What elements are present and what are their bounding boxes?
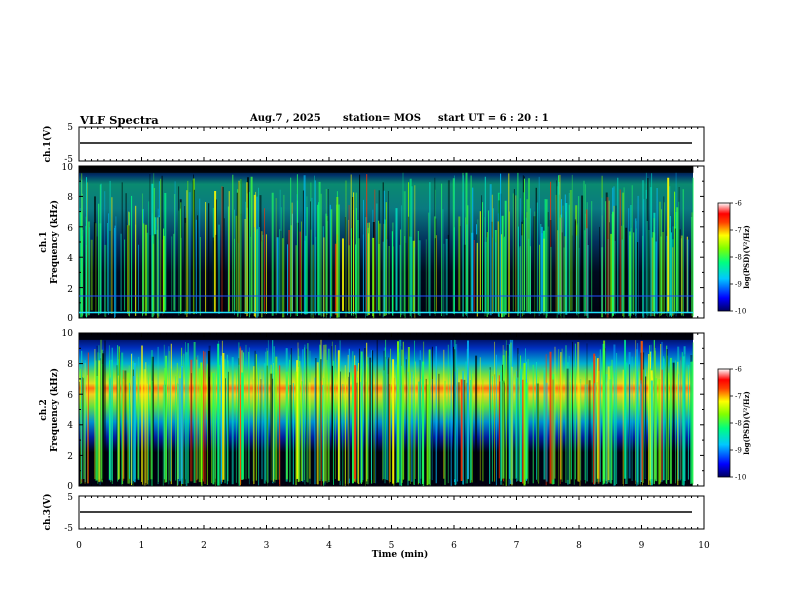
ch1-spec-tick-6: 6 xyxy=(67,224,73,234)
x-tick-label-6: 6 xyxy=(451,541,457,551)
ch1-spec-tick-8: 8 xyxy=(67,193,73,203)
ch1-spec-tick-10: 10 xyxy=(62,163,74,173)
ch1-wave-tick-m5: -5 xyxy=(64,155,73,165)
ch1-spectrogram-streaks xyxy=(79,166,694,318)
x-tick-label-8: 8 xyxy=(576,541,582,551)
x-axis-label: Time (min) xyxy=(372,549,429,560)
ch2-spectrogram-ylabel-a: ch.2 xyxy=(39,399,49,420)
x-tick-label-7: 7 xyxy=(514,541,520,551)
ch2-spec-tick-6: 6 xyxy=(67,391,73,401)
ch2-spec-tick-0: 0 xyxy=(67,482,73,492)
ch3-wave-tick-m5: -5 xyxy=(64,524,73,534)
ch2-spec-tick-10: 10 xyxy=(62,329,74,339)
ch2-spec-tick-4: 4 xyxy=(67,421,73,431)
station-label: station= MOS xyxy=(343,113,421,124)
colorbar-tick-label: -9 xyxy=(735,447,742,455)
colorbar-tick-label: -8 xyxy=(735,254,742,262)
plot-title: VLF Spectra xyxy=(80,113,159,127)
colorbar-tick-label: -8 xyxy=(735,420,742,428)
ch2-colorbar xyxy=(717,368,731,478)
ch1-spectrogram-ylabel-b: Frequency (kHz) xyxy=(49,200,60,284)
colorbar-tick-label: -7 xyxy=(735,227,742,235)
ch3-wave-tick-5: 5 xyxy=(67,493,73,503)
ch2-spectrogram-ylabel-b: Frequency (kHz) xyxy=(49,368,60,452)
x-tick-label-0: 0 xyxy=(76,541,82,551)
ch1-waveform-ylabel: ch.1(V) xyxy=(42,126,53,163)
axis-ticks xyxy=(78,127,705,529)
ch1-spec-tick-0: 0 xyxy=(67,314,73,324)
spectrogram-top-band xyxy=(79,333,694,340)
x-tick-label-2: 2 xyxy=(201,541,207,551)
ch3-waveform-ylabel: ch.3(V) xyxy=(42,494,53,531)
colorbar-tick-label: -7 xyxy=(735,393,742,401)
x-tick-label-9: 9 xyxy=(639,541,645,551)
ch2-spec-tick-8: 8 xyxy=(67,360,73,370)
colorbar-tick-label: -9 xyxy=(735,281,742,289)
colorbar-tick-label: -6 xyxy=(735,200,742,208)
date-label: Aug.7 , 2025 xyxy=(250,113,321,124)
colorbar-tick-label: -10 xyxy=(735,474,746,482)
colorbar-tick-label: -6 xyxy=(735,366,742,374)
start-time-label: start UT = 6 : 20 : 1 xyxy=(438,113,549,124)
x-tick-label-5: 5 xyxy=(389,541,395,551)
colorbar-tick-label: -10 xyxy=(735,308,746,316)
x-tick-label-4: 4 xyxy=(326,541,332,551)
ch1-spec-tick-2: 2 xyxy=(67,285,73,295)
spectrogram-top-band xyxy=(79,166,694,173)
ch1-colorbar-label: log(PSD)(V²/Hz) xyxy=(742,225,751,289)
ch2-spectrogram-streaks xyxy=(79,333,694,486)
ch1-wave-tick-5: 5 xyxy=(67,123,73,133)
ch1-waveform-frame xyxy=(78,126,705,162)
ch2-spec-tick-2: 2 xyxy=(67,452,73,462)
ch1-spectrogram-ylabel-a: ch.1 xyxy=(39,231,49,252)
x-tick-label-1: 1 xyxy=(139,541,145,551)
ch1-colorbar xyxy=(717,202,731,312)
x-tick-label-10: 10 xyxy=(698,541,710,551)
ch2-colorbar-label: log(PSD)(V²/Hz) xyxy=(742,391,751,455)
x-tick-label-3: 3 xyxy=(264,541,270,551)
ch1-spec-tick-4: 4 xyxy=(67,254,73,264)
